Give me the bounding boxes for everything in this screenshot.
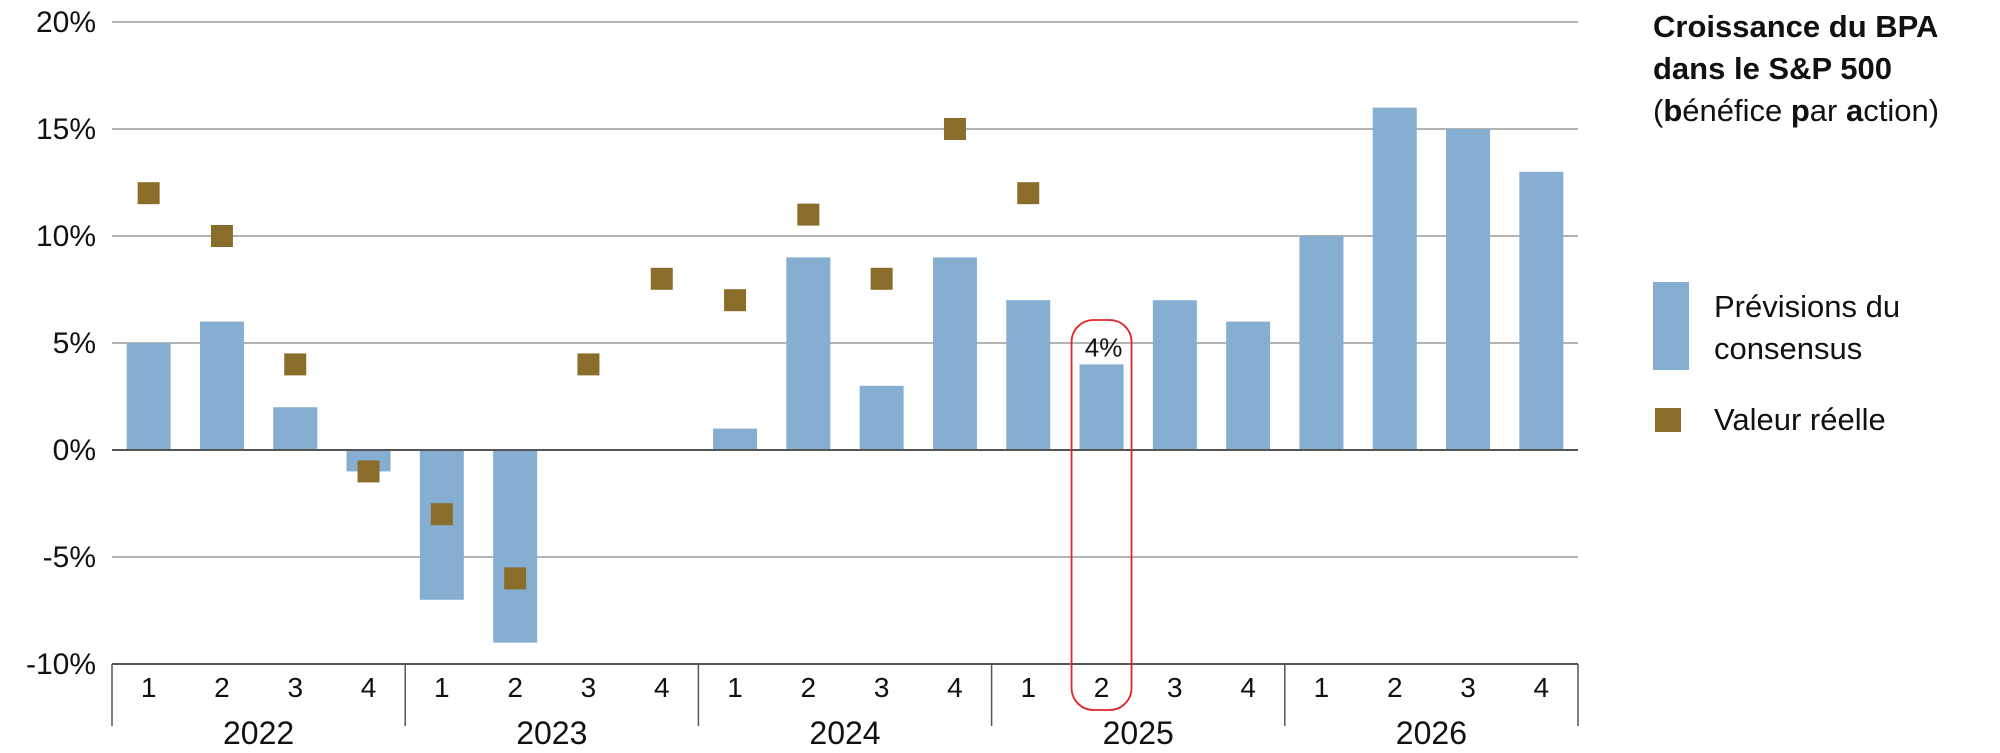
marker (797, 203, 820, 226)
x-tick-label: 2 (1387, 672, 1403, 703)
bar (1299, 236, 1344, 450)
bar (1079, 364, 1124, 450)
bar (1226, 321, 1271, 450)
marker (430, 503, 453, 526)
marker (577, 353, 600, 376)
bar (1519, 171, 1564, 451)
marker (210, 225, 233, 247)
marker (943, 118, 966, 140)
marker (1017, 182, 1040, 205)
y-tick-label: 0% (53, 434, 96, 467)
marker (650, 267, 673, 290)
y-tick-label: 20% (36, 6, 96, 39)
x-tick-label: 3 (1460, 672, 1476, 703)
bar (273, 407, 318, 450)
x-year-label: 2025 (1103, 715, 1174, 751)
x-tick-label: 3 (1167, 672, 1183, 703)
x-tick-label: 3 (287, 672, 303, 703)
bar (932, 257, 977, 450)
x-tick-label: 2 (801, 672, 817, 703)
marker (870, 267, 893, 290)
x-tick-label: 4 (1534, 672, 1550, 703)
title-b-emphasis: b (1663, 93, 1683, 128)
highlight-outline (1070, 319, 1133, 711)
x-year-label: 2026 (1396, 715, 1467, 751)
markers (137, 118, 1040, 590)
y-tick-label: -5% (43, 541, 96, 574)
x-tick-label: 3 (874, 672, 890, 703)
y-tick-label: 10% (36, 220, 96, 253)
bar (1152, 300, 1197, 450)
y-tick-label: -10% (26, 648, 96, 681)
y-tick-label: 5% (53, 327, 96, 360)
title-rest-2: ar (1809, 93, 1846, 128)
x-year-label: 2022 (223, 715, 294, 751)
legend-bar-swatch (1653, 282, 1689, 370)
chart-title: Croissance du BPA dans le S&P 500 (bénéf… (1653, 6, 1939, 132)
marker (504, 567, 527, 590)
marker (357, 460, 380, 483)
x-tick-label: 1 (1314, 672, 1330, 703)
x-tick-label: 1 (1020, 672, 1036, 703)
title-line-1: Croissance du BPA (1653, 9, 1939, 44)
legend-marker-label: Valeur réelle (1714, 402, 1886, 437)
x-tick-label: 2 (507, 672, 523, 703)
bar (493, 450, 538, 643)
title-rest-3: ction (1863, 93, 1929, 128)
marker (724, 289, 747, 312)
x-tick-label: 2 (1094, 672, 1110, 703)
x-tick-label: 3 (581, 672, 597, 703)
bar (859, 385, 904, 450)
title-line-2: dans le S&P 500 (1653, 51, 1892, 86)
x-tick-label: 4 (947, 672, 963, 703)
x-year-label: 2024 (809, 715, 880, 751)
y-tick-label: 15% (36, 113, 96, 146)
y-axis-ticks: 20% 15% 10% 5% 0% -5% -10% (26, 6, 96, 681)
bar (713, 428, 758, 450)
x-tick-label: 4 (1240, 672, 1256, 703)
bar (1006, 300, 1051, 450)
bar (126, 343, 171, 450)
title-p-emphasis: p (1790, 93, 1810, 128)
bar (1446, 129, 1491, 450)
data-label: 4% (1085, 332, 1123, 362)
marker (284, 353, 307, 376)
bars (126, 107, 1564, 643)
annotations: 4% (1070, 319, 1133, 711)
x-tick-label: 1 (434, 672, 450, 703)
x-tick-label: 1 (141, 672, 157, 703)
marker (137, 182, 160, 205)
title-a-emphasis: a (1845, 93, 1864, 128)
legend-bar-label: Prévisions du consensus (1714, 289, 1901, 366)
title-rest-1: énéfice (1682, 93, 1791, 128)
bar (1372, 107, 1417, 450)
x-axis: 1 2 3 4 1 2 3 4 1 2 3 4 1 2 3 4 1 2 3 4 2022 2023 2024 2025 2026 (111, 663, 1579, 751)
x-tick-label: 1 (727, 672, 743, 703)
x-tick-label: 2 (214, 672, 230, 703)
x-tick-label: 4 (361, 672, 377, 703)
bar (786, 257, 831, 450)
x-tick-label: 4 (654, 672, 670, 703)
x-year-label: 2023 (516, 715, 587, 751)
legend-marker-swatch (1655, 408, 1681, 432)
gridlines (112, 21, 1578, 558)
bar (199, 321, 244, 450)
title-line-3: (bénéfice par action) (1653, 93, 1940, 128)
